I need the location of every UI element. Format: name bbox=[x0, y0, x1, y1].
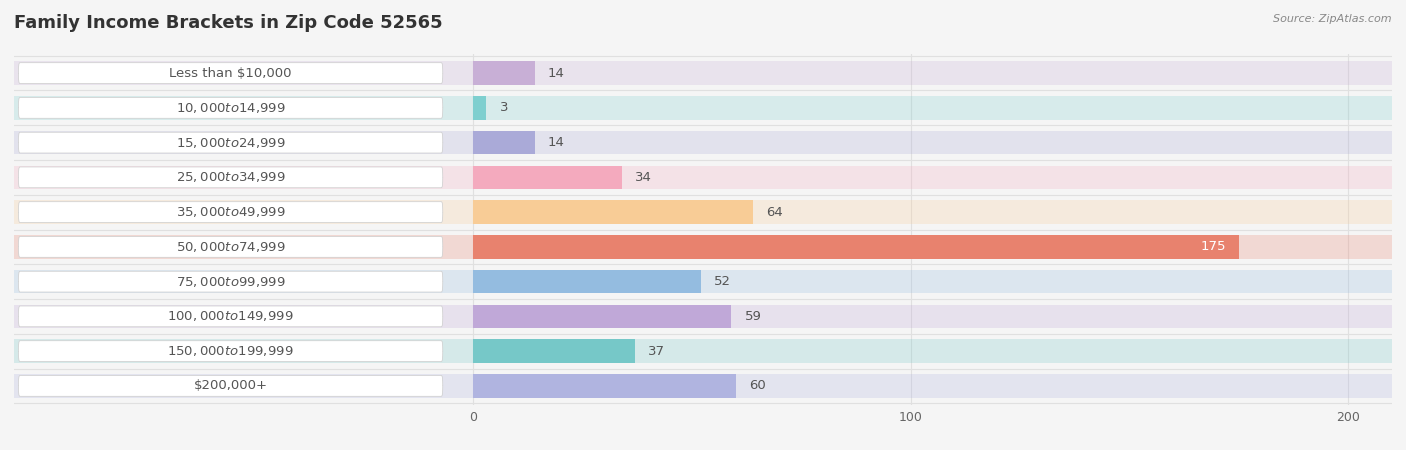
Text: $200,000+: $200,000+ bbox=[194, 379, 267, 392]
Text: $35,000 to $49,999: $35,000 to $49,999 bbox=[176, 205, 285, 219]
FancyBboxPatch shape bbox=[18, 271, 443, 292]
Bar bbox=[14, 200, 1392, 224]
FancyBboxPatch shape bbox=[18, 237, 443, 257]
Text: $100,000 to $149,999: $100,000 to $149,999 bbox=[167, 310, 294, 324]
Bar bbox=[14, 374, 1392, 398]
Bar bbox=[14, 61, 1392, 85]
Text: 52: 52 bbox=[714, 275, 731, 288]
Text: $50,000 to $74,999: $50,000 to $74,999 bbox=[176, 240, 285, 254]
Bar bbox=[474, 96, 486, 120]
Bar bbox=[474, 374, 735, 398]
FancyBboxPatch shape bbox=[18, 167, 443, 188]
FancyBboxPatch shape bbox=[18, 375, 443, 396]
Bar bbox=[474, 339, 636, 363]
Text: Source: ZipAtlas.com: Source: ZipAtlas.com bbox=[1274, 14, 1392, 23]
Text: 14: 14 bbox=[548, 136, 565, 149]
Text: $15,000 to $24,999: $15,000 to $24,999 bbox=[176, 135, 285, 149]
Bar bbox=[474, 166, 621, 189]
Bar bbox=[474, 235, 1239, 259]
Text: $25,000 to $34,999: $25,000 to $34,999 bbox=[176, 171, 285, 184]
Text: 60: 60 bbox=[749, 379, 766, 392]
Bar bbox=[14, 305, 1392, 328]
Bar bbox=[14, 96, 1392, 120]
Text: 34: 34 bbox=[636, 171, 652, 184]
Text: Family Income Brackets in Zip Code 52565: Family Income Brackets in Zip Code 52565 bbox=[14, 14, 443, 32]
Text: $10,000 to $14,999: $10,000 to $14,999 bbox=[176, 101, 285, 115]
Bar bbox=[14, 339, 1392, 363]
Bar bbox=[474, 270, 700, 293]
Bar bbox=[14, 270, 1392, 293]
Text: 14: 14 bbox=[548, 67, 565, 80]
Text: Less than $10,000: Less than $10,000 bbox=[169, 67, 292, 80]
Text: $75,000 to $99,999: $75,000 to $99,999 bbox=[176, 274, 285, 288]
FancyBboxPatch shape bbox=[18, 63, 443, 84]
Text: 37: 37 bbox=[648, 345, 665, 358]
Bar bbox=[14, 235, 1392, 259]
FancyBboxPatch shape bbox=[18, 98, 443, 118]
Bar bbox=[14, 166, 1392, 189]
Text: 64: 64 bbox=[766, 206, 783, 219]
Text: $150,000 to $199,999: $150,000 to $199,999 bbox=[167, 344, 294, 358]
FancyBboxPatch shape bbox=[18, 341, 443, 361]
FancyBboxPatch shape bbox=[18, 306, 443, 327]
Bar bbox=[474, 131, 534, 154]
Bar bbox=[14, 131, 1392, 154]
Text: 59: 59 bbox=[745, 310, 762, 323]
FancyBboxPatch shape bbox=[18, 202, 443, 222]
FancyBboxPatch shape bbox=[18, 132, 443, 153]
Bar bbox=[474, 61, 534, 85]
Text: 175: 175 bbox=[1201, 240, 1226, 253]
Bar bbox=[474, 200, 754, 224]
Bar bbox=[474, 305, 731, 328]
Text: 3: 3 bbox=[499, 101, 508, 114]
